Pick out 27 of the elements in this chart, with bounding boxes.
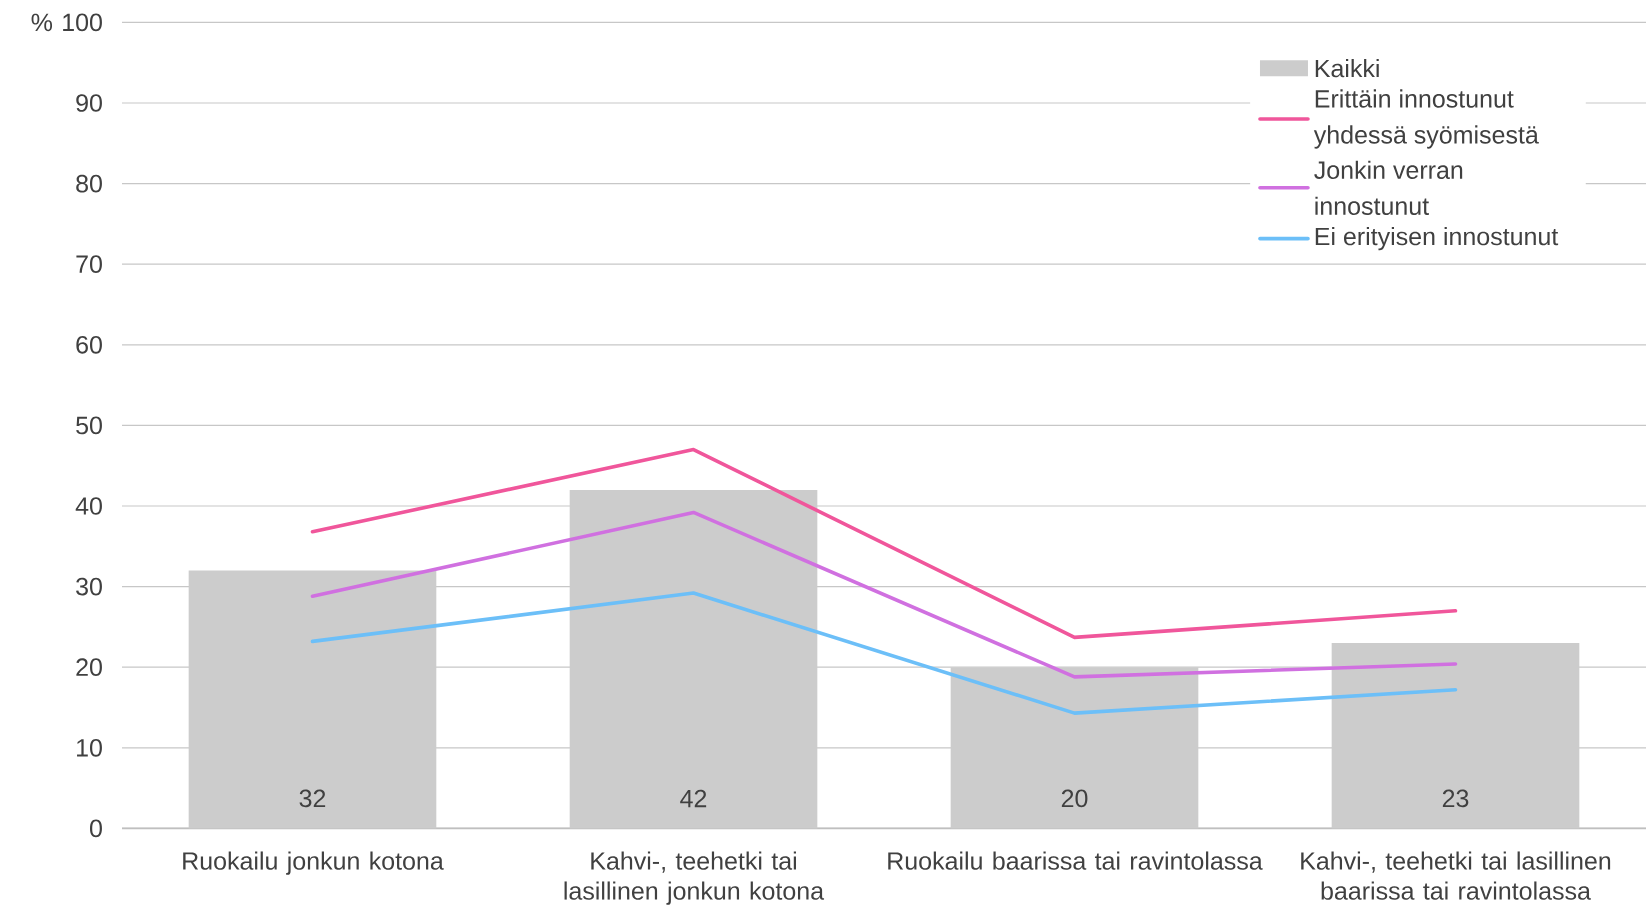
y-tick-label: 40 — [75, 497, 102, 515]
y-tick-label: 10 — [77, 738, 102, 757]
legend-label: Ei erityisen innostunut — [1315, 226, 1559, 251]
x-tick-label: Ruokailu jonkun kotona — [183, 851, 444, 875]
y-tick-label: 70 — [76, 255, 102, 274]
legend-label: Kaikki — [1315, 58, 1379, 78]
x-tick-label: Ruokailu baarissa tai ravintolassa — [888, 851, 1263, 870]
legend-label: Jonkin verran innostunut — [1314, 160, 1463, 216]
y-tick-label: 20 — [76, 658, 102, 677]
x-tick-label: Kahvi-, teehetki tai lasillinen baarissa tai ravintolassa — [1301, 851, 1611, 900]
line-series — [310, 447, 1458, 640]
legend-label: Erittäin innostunut yhdessä syömisestä — [1313, 89, 1539, 149]
data-label: 20 — [1061, 789, 1088, 808]
data-label: 32 — [299, 789, 326, 808]
y-tick-label: 90 — [76, 94, 102, 112]
x-tick-label: Kahvi-, teehetki tai lasillinen jonkun kotona — [564, 851, 825, 905]
y-tick-label: 50 — [76, 416, 102, 435]
line-series — [310, 591, 1458, 715]
data-label: 23 — [1442, 789, 1469, 808]
y-tick-label: 30 — [76, 577, 102, 596]
y-tick-label: 0 — [90, 819, 102, 838]
y-tick-label: 80 — [76, 174, 102, 193]
y-tick-label: 100 — [63, 13, 102, 32]
line-series — [310, 510, 1458, 679]
y-axis-title: % — [31, 13, 53, 32]
data-label: 42 — [680, 789, 707, 808]
y-tick-label: 60 — [76, 335, 102, 354]
